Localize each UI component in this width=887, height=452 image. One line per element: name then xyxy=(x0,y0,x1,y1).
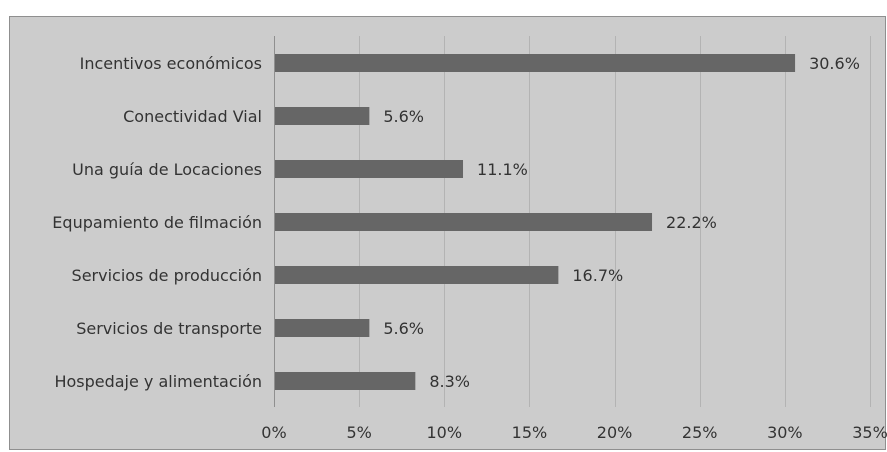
data-label: 8.3% xyxy=(429,372,470,391)
data-label: 5.6% xyxy=(383,107,424,126)
x-tick-label: 5% xyxy=(346,423,371,442)
data-label: 5.6% xyxy=(383,319,424,338)
category-label: Hospedaje y alimentación xyxy=(54,372,262,391)
bar xyxy=(275,213,653,231)
x-tick-label: 35% xyxy=(852,423,887,442)
x-tick-label: 0% xyxy=(261,423,286,442)
data-labels: 30.6% 5.6% 11.1% 22.2% 16.7% 5.6% 8.3% xyxy=(383,54,860,391)
category-label: Equpamiento de filmación xyxy=(52,213,262,232)
x-tick-label: 15% xyxy=(512,423,548,442)
category-label: Una guía de Locaciones xyxy=(72,160,262,179)
data-label: 11.1% xyxy=(477,160,528,179)
bars xyxy=(275,54,796,390)
data-label: 30.6% xyxy=(809,54,860,73)
category-labels: Incentivos económicos Conectividad Vial Un… xyxy=(52,54,262,391)
bar xyxy=(275,54,796,72)
category-label: Servicios de transporte xyxy=(76,319,262,338)
bar xyxy=(275,160,464,178)
bar xyxy=(275,107,370,125)
category-label: Servicios de producción xyxy=(72,266,262,285)
category-label: Conectividad Vial xyxy=(123,107,262,126)
x-tick-label: 20% xyxy=(597,423,633,442)
data-label: 22.2% xyxy=(666,213,717,232)
x-tick-labels: 0% 5% 10% 15% 20% 25% 30% 35% xyxy=(261,423,887,442)
bar xyxy=(275,372,416,390)
x-tick-label: 25% xyxy=(682,423,718,442)
bar xyxy=(275,319,370,337)
x-tick-label: 10% xyxy=(427,423,463,442)
bar xyxy=(275,266,559,284)
data-label: 16.7% xyxy=(572,266,623,285)
x-tick-label: 30% xyxy=(767,423,803,442)
chart-area xyxy=(9,16,886,450)
category-label: Incentivos económicos xyxy=(80,54,262,73)
gridlines xyxy=(359,36,871,407)
